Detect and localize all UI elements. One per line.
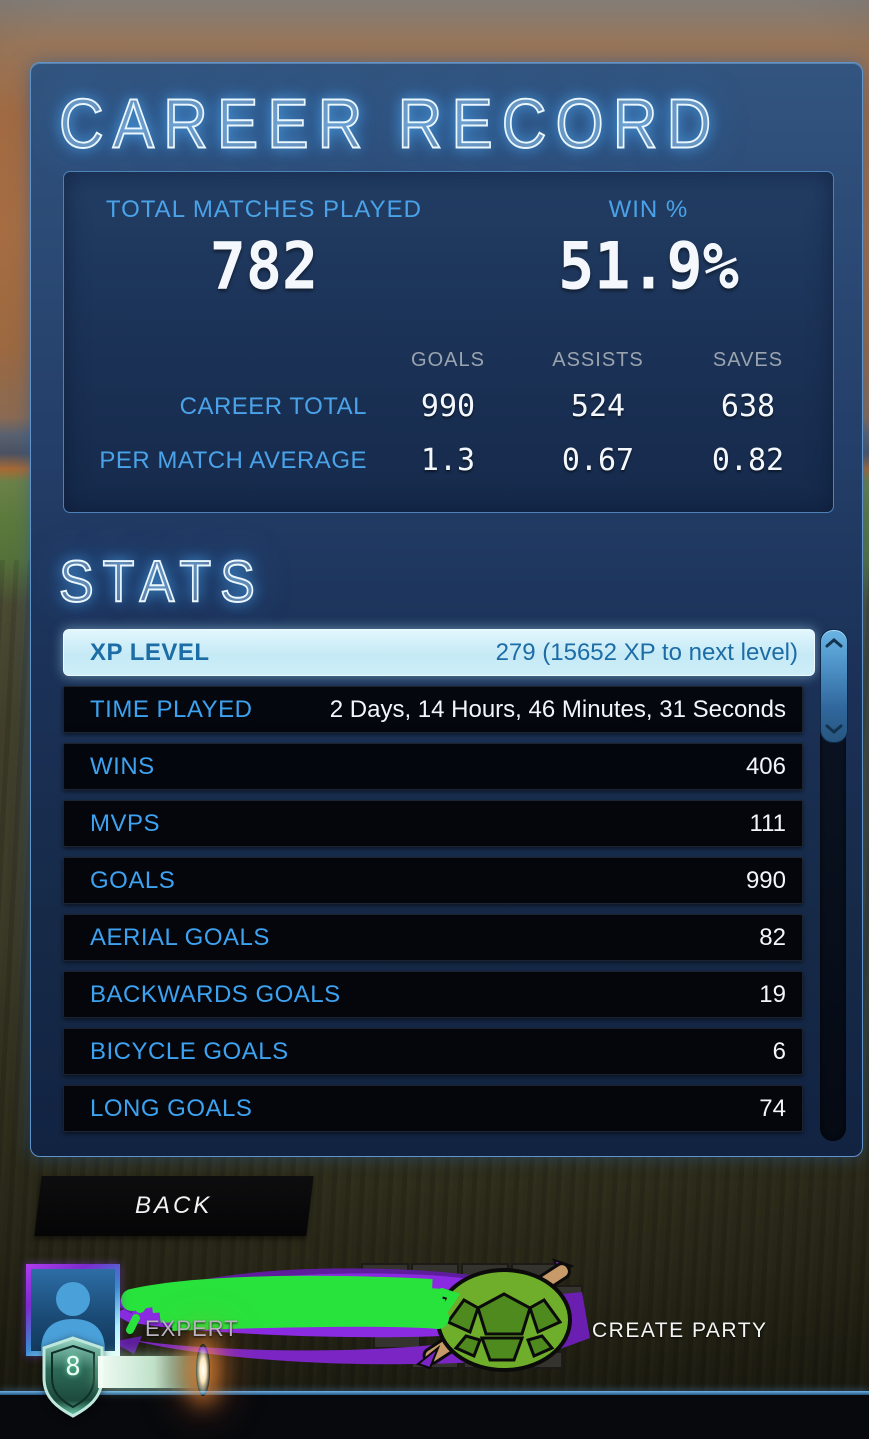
footer-divider-line [0, 1391, 869, 1395]
stat-label: WINS [90, 752, 155, 780]
stat-label: BACKWARDS GOALS [90, 980, 341, 1008]
win-pct-value: 51.9% [558, 229, 739, 305]
chevron-down-icon[interactable] [824, 723, 844, 735]
create-party-button[interactable]: CREATE PARTY [586, 1318, 774, 1344]
stat-value: 111 [749, 809, 786, 837]
stats-row-aerial-goals[interactable]: AERIAL GOALS 82 [63, 914, 803, 961]
column-header-goals: GOALS [411, 349, 485, 371]
stat-value: 406 [745, 752, 786, 780]
column-header-saves: SAVES [712, 349, 784, 371]
xp-progress-bar [98, 1356, 200, 1388]
stat-value: 82 [759, 923, 786, 951]
table-corner [64, 340, 373, 380]
scrollbar-thumb[interactable] [820, 629, 848, 743]
turtle-shell [436, 1268, 572, 1372]
stats-title: STATS [58, 549, 264, 616]
stats-scrollbar[interactable] [820, 629, 848, 1141]
win-pct-block: WIN % 51.9% [464, 196, 833, 305]
stats-row-wins[interactable]: WINS 406 [63, 743, 803, 790]
stat-label: LONG GOALS [90, 1094, 253, 1122]
win-pct-label: WIN % [608, 196, 689, 223]
career-totals-table: GOALS ASSISTS SAVES CAREER TOTAL 990 524… [64, 340, 833, 488]
stats-row-goals[interactable]: GOALS 990 [63, 857, 803, 904]
career-total-assists: 524 [570, 389, 626, 424]
per-match-saves: 0.82 [711, 443, 785, 478]
stats-row-xp-level[interactable]: XP LEVEL 279 (15652 XP to next level) [63, 629, 815, 676]
career-total-goals: 990 [420, 389, 476, 424]
career-record-panel: CAREER RECORD TOTAL MATCHES PLAYED 782 W… [30, 62, 863, 1157]
career-record-title: CAREER RECORD [58, 85, 721, 164]
back-button[interactable]: BACK [34, 1176, 314, 1236]
stat-label: MVPS [90, 809, 161, 837]
total-matches-value: 782 [209, 229, 319, 305]
stat-value: 19 [759, 980, 786, 1008]
stat-value: 74 [759, 1094, 786, 1122]
stat-label: AERIAL GOALS [90, 923, 270, 951]
stats-row-bicycle-goals[interactable]: BICYCLE GOALS 6 [63, 1028, 803, 1075]
per-match-assists: 0.67 [561, 443, 635, 478]
career-summary: TOTAL MATCHES PLAYED 782 WIN % 51.9% [64, 196, 833, 305]
spark-icon [196, 1344, 210, 1396]
stat-label: GOALS [90, 866, 176, 894]
player-title-label: EXPERT [145, 1316, 239, 1341]
stat-label: TIME PLAYED [90, 695, 253, 723]
row-label-career-total: CAREER TOTAL [179, 393, 367, 420]
stat-value: 2 Days, 14 Hours, 46 Minutes, 31 Seconds [329, 695, 786, 723]
chevron-up-icon[interactable] [824, 637, 844, 649]
stat-label: BICYCLE GOALS [90, 1037, 289, 1065]
stat-value: 279 (15652 XP to next level) [495, 638, 798, 666]
stats-row-long-goals[interactable]: LONG GOALS 74 [63, 1085, 803, 1132]
stats-row-mvps[interactable]: MVPS 111 [63, 800, 803, 847]
column-header-assists: ASSISTS [552, 349, 644, 371]
per-match-goals: 1.3 [420, 443, 476, 478]
player-level: 8 [65, 1352, 81, 1382]
total-matches-label: TOTAL MATCHES PLAYED [105, 196, 422, 223]
stats-list: XP LEVEL 279 (15652 XP to next level) TI… [63, 629, 815, 1142]
total-matches-block: TOTAL MATCHES PLAYED 782 [64, 196, 464, 305]
stats-row-backwards-goals[interactable]: BACKWARDS GOALS 19 [63, 971, 803, 1018]
career-total-saves: 638 [720, 389, 776, 424]
stat-label: XP LEVEL [90, 638, 210, 666]
censored-name-scribble [121, 1275, 461, 1334]
stats-row-time-played[interactable]: TIME PLAYED 2 Days, 14 Hours, 46 Minutes… [63, 686, 803, 733]
row-label-per-match-average: PER MATCH AVERAGE [99, 447, 367, 474]
stat-value: 990 [745, 866, 786, 894]
career-summary-box: TOTAL MATCHES PLAYED 782 WIN % 51.9% GOA… [63, 171, 834, 513]
stat-value: 6 [772, 1037, 786, 1065]
footer-bottom-strip [0, 1395, 869, 1439]
turtle-banner-art [112, 1258, 590, 1372]
back-button-label: BACK [135, 1192, 213, 1219]
